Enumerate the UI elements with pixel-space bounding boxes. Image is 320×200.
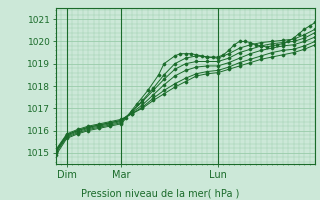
Text: Pression niveau de la mer( hPa ): Pression niveau de la mer( hPa ) [81,188,239,198]
